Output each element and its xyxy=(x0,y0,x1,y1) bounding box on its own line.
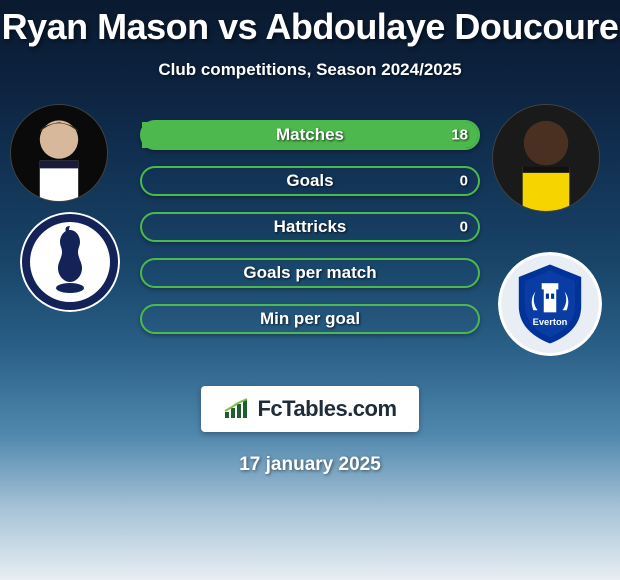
player1-avatar-image xyxy=(11,105,107,201)
stat-bar-label: Goals xyxy=(286,171,333,191)
stat-bar-value-right: 0 xyxy=(460,173,468,190)
player1-avatar xyxy=(10,104,108,202)
stat-bar-value-right: 0 xyxy=(460,219,468,236)
stat-bar-label: Hattricks xyxy=(274,217,347,237)
tottenham-badge-icon xyxy=(20,212,120,312)
stat-bar: Min per goal xyxy=(140,304,480,334)
brand-badge: FcTables.com xyxy=(201,386,419,432)
svg-text:Everton: Everton xyxy=(533,317,568,327)
stat-bar-value-right: 18 xyxy=(451,127,468,144)
player2-avatar xyxy=(492,104,600,212)
stat-bar-label: Goals per match xyxy=(243,263,376,283)
stat-bar: Hattricks 0 xyxy=(140,212,480,242)
stat-bar-label: Min per goal xyxy=(260,309,360,329)
comparison-body: Everton Matches 18 Goals 0 Hattricks 0 Goals p… xyxy=(0,112,620,372)
stat-bar-label: Matches xyxy=(276,125,344,145)
everton-badge-icon: Everton xyxy=(498,252,602,356)
stat-bars: Matches 18 Goals 0 Hattricks 0 Goals per match… xyxy=(140,120,480,350)
player1-club-badge xyxy=(20,212,120,312)
player2-avatar-image xyxy=(493,105,599,211)
stat-bar: Goals 0 xyxy=(140,166,480,196)
stat-bar: Goals per match xyxy=(140,258,480,288)
fctables-logo-icon xyxy=(223,398,251,420)
player2-club-badge: Everton xyxy=(498,252,602,356)
snapshot-date: 17 january 2025 xyxy=(0,454,620,476)
comparison-subtitle: Club competitions, Season 2024/2025 xyxy=(0,60,620,80)
stat-bar: Matches 18 xyxy=(140,120,480,150)
comparison-title: Ryan Mason vs Abdoulaye Doucoure xyxy=(0,0,620,48)
brand-label: FcTables.com xyxy=(257,396,396,422)
